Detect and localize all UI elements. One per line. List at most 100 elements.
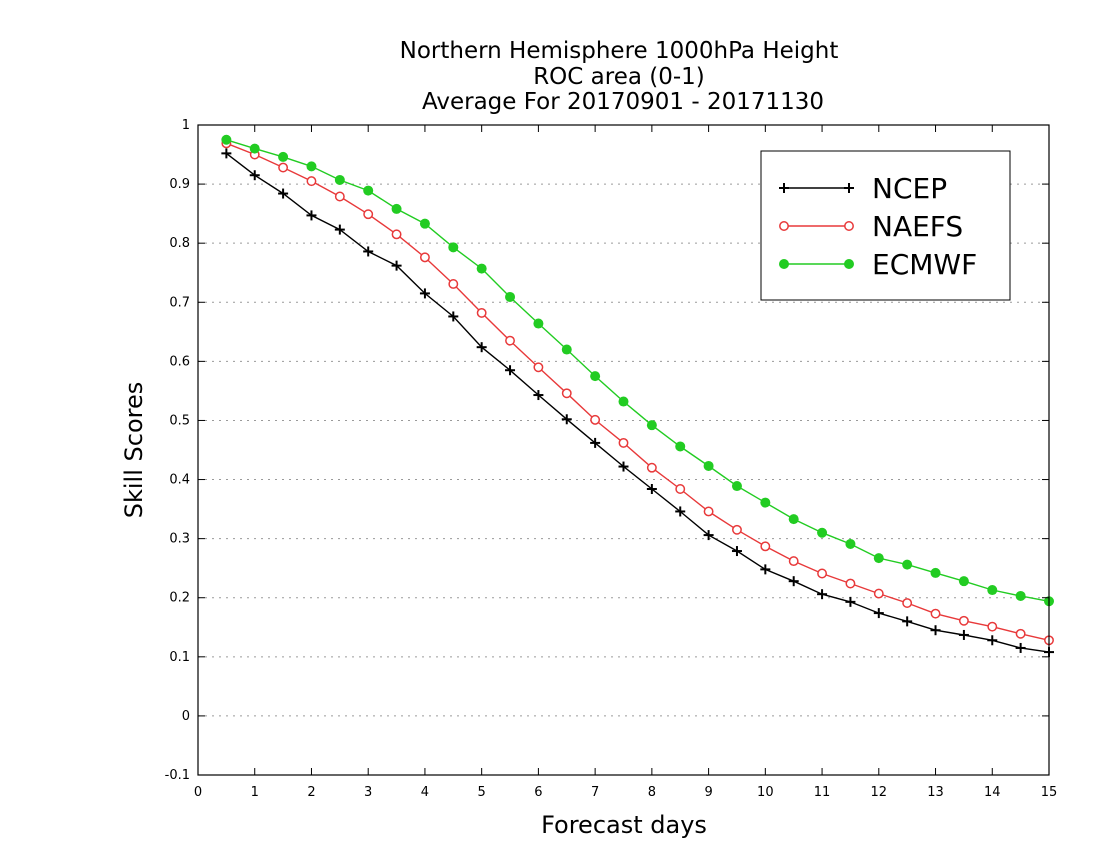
data-point-naefs (845, 578, 856, 589)
legend-marker-end-ecmwf (844, 259, 854, 269)
y-tick-label: 0.7 (169, 295, 190, 310)
y-tick-label: 0.5 (169, 413, 190, 428)
data-point-ecmwf (703, 460, 714, 471)
data-point-ecmwf (646, 420, 657, 431)
data-point-ncep (249, 170, 260, 181)
plot-frame (197, 124, 1050, 776)
data-point-ncep (788, 576, 799, 587)
data-point-naefs (363, 209, 374, 220)
x-tick-label: 4 (421, 785, 429, 800)
data-point-ecmwf (561, 344, 572, 355)
series-line-naefs (226, 142, 1050, 641)
data-point-ecmwf (476, 263, 487, 274)
y-tick-label: 0.6 (169, 354, 190, 369)
data-point-ecmwf (533, 318, 544, 329)
data-point-ecmwf (760, 497, 771, 508)
data-point-ncep (561, 414, 572, 425)
y-tick-label: 0.3 (169, 532, 190, 547)
data-point-ncep (902, 616, 913, 627)
legend-marker-start-ecmwf (779, 259, 789, 269)
legend-marker-end-naefs (844, 221, 854, 231)
legend-item-ncep: NCEP (779, 172, 947, 205)
legend-marker-start-naefs (779, 221, 789, 231)
data-point-ecmwf (1015, 590, 1026, 601)
title-line-1: Northern Hemisphere 1000hPa Height (400, 38, 839, 64)
data-point-ncep (334, 224, 345, 235)
data-point-ecmwf (363, 185, 374, 196)
data-point-ncep (419, 288, 430, 299)
x-tick-label: 1 (251, 785, 259, 800)
series-group (221, 134, 1054, 658)
x-tick-label: 7 (591, 785, 599, 800)
data-point-naefs (732, 524, 742, 535)
data-point-ncep (845, 596, 856, 607)
x-tick-label: 8 (648, 785, 656, 800)
data-point-ncep (987, 635, 998, 646)
y-tick-label: 0.9 (169, 177, 190, 192)
x-tick-label: 2 (307, 785, 315, 800)
x-axis: 0 1 2 3 4 5 6 7 8 9 10 11 12 13 14 15 (194, 125, 1057, 800)
data-point-ncep (817, 589, 828, 600)
data-point-naefs (675, 484, 686, 494)
x-tick-label: 5 (478, 785, 486, 800)
data-point-naefs (561, 388, 572, 399)
data-point-ecmwf (505, 291, 516, 302)
data-point-ecmwf (448, 242, 459, 253)
x-tick-label: 12 (871, 785, 888, 800)
data-point-naefs (987, 621, 998, 632)
title-line-3: Average For 20170901 - 20171130 (422, 89, 824, 115)
data-point-ecmwf (987, 585, 998, 596)
y-tick-label: 0 (182, 709, 190, 724)
data-point-ecmwf (249, 143, 260, 154)
legend-item-naefs: NAEFS (779, 210, 963, 243)
x-tick-label: 6 (534, 785, 542, 800)
data-point-ncep (363, 246, 374, 257)
legend-marker-end-ncep (844, 183, 854, 193)
data-point-ncep (306, 210, 317, 221)
data-point-ncep (873, 608, 884, 619)
x-tick-label: 14 (984, 785, 1001, 800)
x-tick-label: 10 (757, 785, 774, 800)
legend-item-ecmwf: ECMWF (779, 248, 977, 281)
y-tick-label: 0.4 (169, 473, 190, 488)
data-point-ncep (731, 546, 742, 557)
x-tick-label: 3 (364, 785, 372, 800)
data-point-naefs (902, 598, 913, 608)
data-point-naefs (618, 437, 629, 448)
data-point-ecmwf (873, 553, 884, 564)
data-point-naefs (958, 615, 969, 626)
data-point-naefs (533, 362, 544, 373)
data-point-naefs (334, 191, 345, 202)
data-point-ncep (675, 506, 686, 517)
x-tick-label: 11 (814, 785, 831, 800)
data-point-ncep (448, 311, 459, 322)
legend-marker-start-ncep (779, 183, 789, 193)
data-point-naefs (873, 588, 884, 599)
data-point-ecmwf (788, 514, 799, 525)
data-point-ncep (958, 629, 969, 640)
data-point-ecmwf (391, 203, 402, 214)
data-point-naefs (391, 229, 402, 240)
data-point-ecmwf (334, 174, 345, 185)
y-tick-label: 1 (182, 118, 190, 133)
data-point-ncep (278, 188, 289, 199)
data-point-ecmwf (930, 567, 941, 578)
series-line-ncep (225, 152, 1050, 653)
y-tick-label: -0.1 (165, 768, 190, 783)
data-point-naefs (703, 506, 714, 517)
title-line-2: ROC area (0-1) (533, 64, 705, 90)
series-naefs (221, 138, 1054, 646)
x-tick-label: 9 (704, 785, 712, 800)
y-tick-label: 0.2 (169, 591, 190, 606)
y-axis-label: Skill Scores (120, 382, 148, 519)
data-point-ncep (703, 530, 714, 541)
data-point-ncep (1015, 642, 1026, 653)
data-point-naefs (505, 335, 515, 346)
data-point-naefs (788, 556, 799, 567)
data-point-ecmwf (958, 576, 969, 587)
data-point-ncep (590, 437, 601, 448)
data-point-naefs (817, 568, 828, 579)
data-point-ncep (476, 342, 487, 353)
